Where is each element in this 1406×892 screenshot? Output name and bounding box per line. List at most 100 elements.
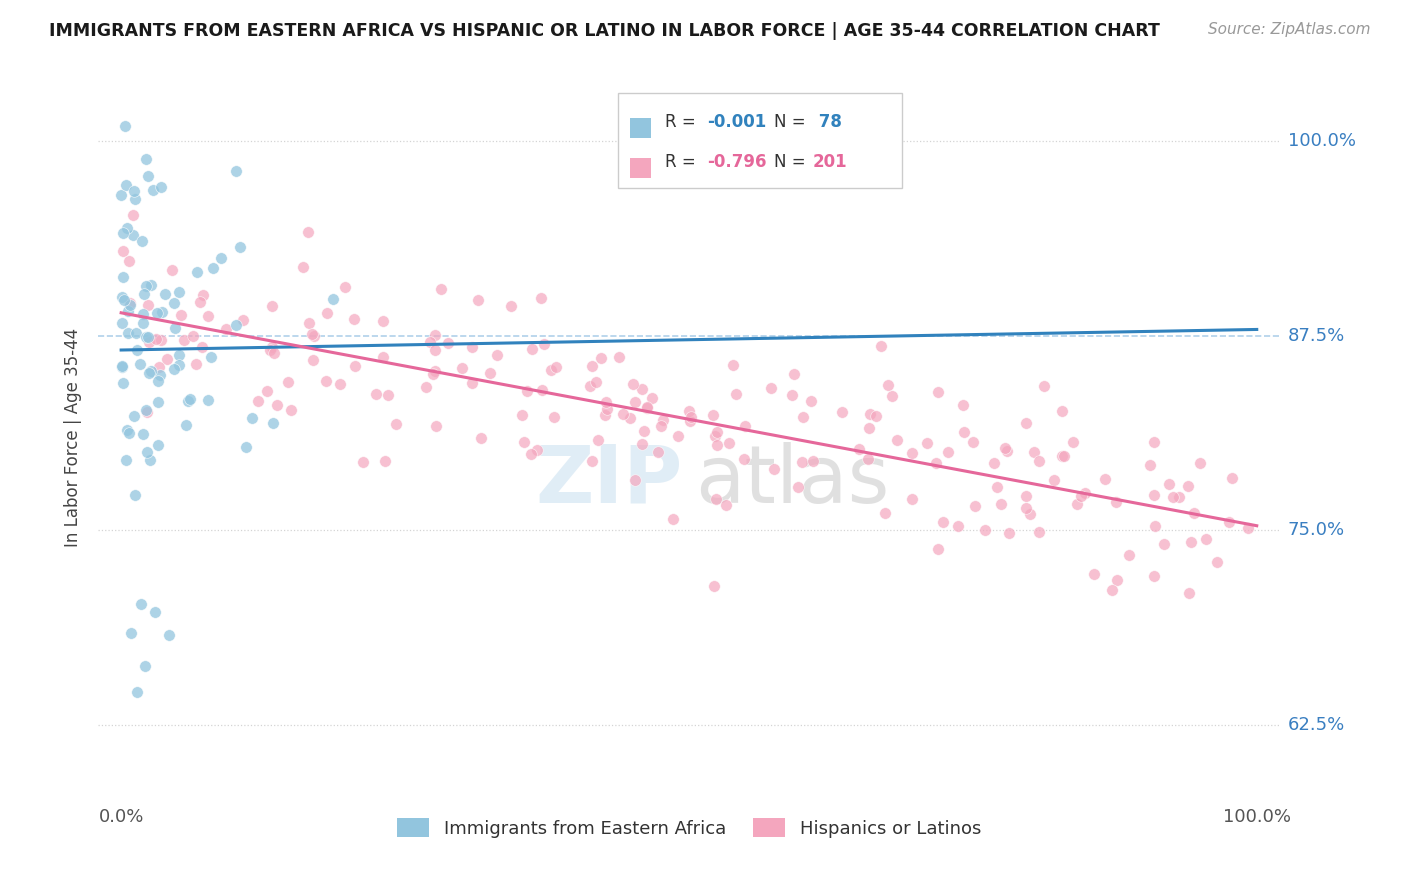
Point: [335, 280, 357, 294]
Point: [266, 398, 288, 412]
Point: [581, 454, 603, 468]
Point: [530, 384, 553, 398]
Point: [467, 293, 489, 307]
Point: [209, 251, 232, 265]
Point: [1180, 535, 1202, 549]
Point: [191, 340, 214, 354]
Point: [160, 263, 183, 277]
Point: [803, 454, 825, 468]
Point: [983, 456, 1005, 470]
Point: [936, 445, 959, 459]
Point: [231, 313, 253, 327]
Point: [277, 375, 299, 389]
Point: [118, 425, 141, 440]
Point: [1101, 582, 1123, 597]
Point: [870, 339, 893, 353]
Point: [714, 498, 737, 512]
Point: [1153, 537, 1175, 551]
Point: [761, 381, 783, 395]
Point: [167, 348, 190, 362]
Point: [423, 364, 446, 378]
Point: [831, 405, 853, 419]
Point: [706, 437, 728, 451]
Point: [1042, 473, 1064, 487]
Text: N =: N =: [773, 153, 811, 170]
Point: [146, 438, 169, 452]
Point: [800, 394, 823, 409]
Point: [131, 597, 153, 611]
Point: [136, 330, 159, 344]
Point: [298, 317, 321, 331]
Point: [1139, 458, 1161, 473]
Point: [1028, 524, 1050, 539]
Point: [965, 499, 987, 513]
Point: [322, 292, 344, 306]
Point: [1142, 435, 1164, 450]
Point: [124, 488, 146, 502]
Point: [117, 304, 139, 318]
Point: [543, 409, 565, 424]
Point: [150, 334, 173, 348]
Point: [343, 312, 366, 326]
Point: [662, 512, 685, 526]
Point: [530, 292, 553, 306]
Point: [135, 330, 157, 344]
Point: [240, 411, 263, 425]
Point: [156, 351, 179, 366]
Point: [678, 404, 700, 418]
Point: [595, 408, 617, 422]
Point: [142, 183, 165, 197]
Point: [111, 244, 134, 259]
Point: [786, 480, 808, 494]
Point: [652, 413, 675, 427]
Point: [135, 152, 157, 166]
Point: [702, 408, 724, 422]
Point: [145, 332, 167, 346]
Point: [882, 389, 904, 403]
Point: [780, 388, 803, 402]
Point: [146, 395, 169, 409]
Point: [256, 384, 278, 399]
Point: [150, 305, 173, 319]
Point: [451, 360, 474, 375]
Point: [149, 368, 172, 382]
Point: [125, 326, 148, 340]
Point: [280, 403, 302, 417]
Point: [486, 348, 509, 362]
Point: [641, 391, 664, 405]
Point: [138, 334, 160, 349]
Point: [329, 376, 352, 391]
Point: [865, 409, 887, 423]
Point: [734, 419, 756, 434]
Point: [792, 409, 814, 424]
Point: [470, 431, 492, 445]
Point: [419, 334, 441, 349]
Text: -0.001: -0.001: [707, 112, 766, 131]
Point: [139, 453, 162, 467]
Point: [112, 226, 135, 240]
Point: [998, 526, 1021, 541]
Point: [128, 357, 150, 371]
Point: [1177, 479, 1199, 493]
Point: [668, 429, 690, 443]
Point: [856, 452, 879, 467]
Point: [706, 425, 728, 440]
Text: atlas: atlas: [695, 442, 889, 520]
Text: R =: R =: [665, 112, 702, 131]
Point: [623, 473, 645, 487]
Point: [631, 382, 654, 396]
Point: [112, 270, 135, 285]
Point: [118, 253, 141, 268]
Point: [215, 322, 238, 336]
Point: [679, 409, 702, 424]
Point: [292, 260, 315, 274]
Point: [990, 497, 1012, 511]
Point: [540, 363, 562, 377]
Point: [1070, 489, 1092, 503]
Text: ZIP: ZIP: [536, 442, 683, 520]
Point: [132, 307, 155, 321]
Point: [588, 433, 610, 447]
Point: [946, 519, 969, 533]
Point: [1178, 585, 1201, 599]
Point: [135, 403, 157, 417]
